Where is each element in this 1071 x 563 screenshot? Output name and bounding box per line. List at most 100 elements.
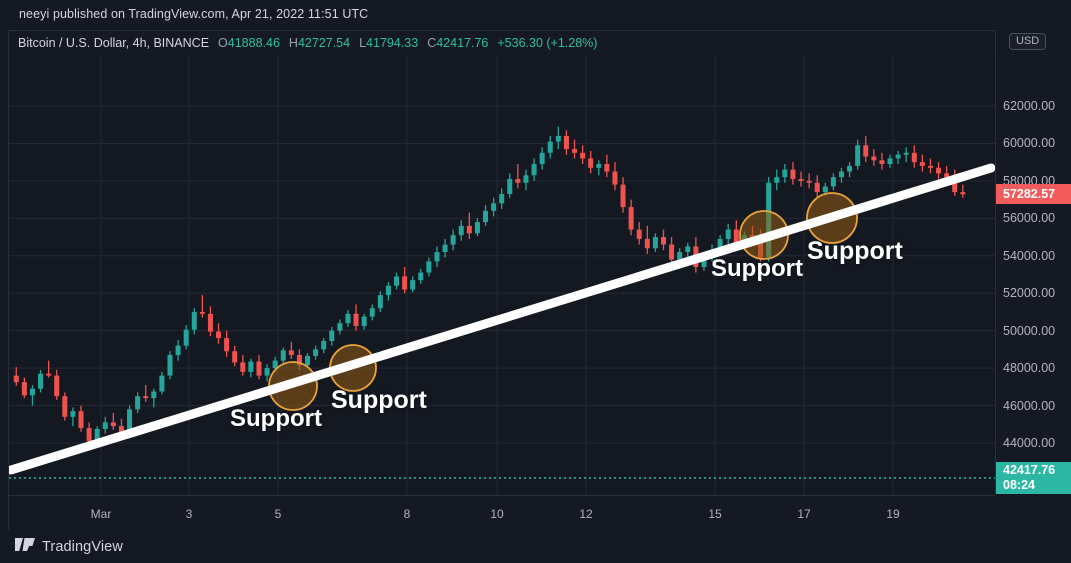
candlestick xyxy=(410,276,416,293)
last-price-badge: 57282.57 xyxy=(996,184,1071,205)
candlestick xyxy=(29,384,35,406)
candlestick xyxy=(127,405,133,438)
candlestick xyxy=(523,169,529,191)
price-tick: 48000.00 xyxy=(1003,361,1056,376)
candlestick xyxy=(483,205,489,226)
ohlc-open-value: 41888.46 xyxy=(227,36,280,50)
support-label-3: Support xyxy=(711,255,803,282)
candlestick xyxy=(871,149,877,166)
candlestick xyxy=(774,169,780,191)
symbol-label[interactable]: Bitcoin / U.S. Dollar, 4h, BINANCE xyxy=(18,36,210,50)
candlestick xyxy=(677,248,683,266)
candlestick xyxy=(644,225,650,254)
candlestick xyxy=(515,164,521,189)
candlestick xyxy=(911,145,917,168)
candlestick xyxy=(580,145,586,165)
footer-bar: TradingView xyxy=(0,530,1071,563)
chart-plot-area[interactable]: Support Support Support Support xyxy=(8,55,995,495)
candlestick xyxy=(927,158,933,174)
candlestick xyxy=(442,238,448,258)
close-price-value: 42417.76 xyxy=(1003,462,1056,477)
candlestick xyxy=(21,377,27,399)
ohlc-close-value: 42417.76 xyxy=(436,36,489,50)
candlestick xyxy=(94,426,100,446)
candlestick xyxy=(636,222,642,245)
candlestick xyxy=(337,319,343,335)
time-tick: 5 xyxy=(274,507,282,521)
candlestick-series xyxy=(13,126,966,446)
price-scale[interactable]: USD 62000.00 60000.00 58000.00 56000.00 5400… xyxy=(995,30,1071,495)
candlestick xyxy=(798,171,804,187)
candlestick xyxy=(110,413,116,430)
candlestick xyxy=(458,220,464,241)
candlestick xyxy=(402,267,408,294)
candlestick xyxy=(766,177,772,262)
candlestick xyxy=(418,268,424,284)
time-tick: 10 xyxy=(490,507,504,521)
candlestick xyxy=(499,188,505,209)
candlestick xyxy=(86,422,92,445)
candlestick xyxy=(863,135,869,163)
publisher-bar: neeyi published on TradingView.com, Apr … xyxy=(0,0,1071,27)
candlestick xyxy=(118,418,124,440)
candlestick xyxy=(38,369,44,393)
candlestick xyxy=(855,139,861,170)
candlestick xyxy=(151,388,157,408)
candlestick xyxy=(13,367,19,386)
price-tick: 60000.00 xyxy=(1003,136,1056,151)
candlestick xyxy=(191,308,197,335)
candlestick xyxy=(701,252,707,271)
candlestick xyxy=(62,392,68,421)
candlestick xyxy=(46,360,52,378)
support-label-1: Support xyxy=(230,405,322,432)
candlestick xyxy=(596,160,602,176)
candlestick xyxy=(296,349,302,370)
candlestick xyxy=(183,325,189,350)
price-tick: 50000.00 xyxy=(1003,323,1056,338)
candlestick xyxy=(288,341,294,359)
price-tick: 54000.00 xyxy=(1003,248,1056,263)
support-label-2: Support xyxy=(331,386,427,414)
candlestick xyxy=(474,218,480,237)
candlestick xyxy=(216,323,222,344)
candlestick xyxy=(394,272,400,290)
candlestick xyxy=(733,220,739,249)
tradingview-logo-icon xyxy=(15,537,35,556)
ohlc-low-value: 41794.33 xyxy=(366,36,419,50)
candlestick xyxy=(199,295,205,318)
candlestick xyxy=(143,384,149,402)
candlestick xyxy=(830,173,836,191)
candlestick xyxy=(345,310,351,327)
close-price-time: 08:24 xyxy=(1003,478,1035,492)
ohlc-low-key: L xyxy=(359,36,367,50)
chart-legend: Bitcoin / U.S. Dollar, 4h, BINANCE O 418… xyxy=(8,30,1071,55)
candlestick xyxy=(70,407,76,427)
candlestick xyxy=(952,169,958,196)
tradingview-brand-label: TradingView xyxy=(42,538,123,555)
candlestick xyxy=(224,330,230,357)
candlestick xyxy=(887,154,893,168)
candlestick xyxy=(369,304,375,321)
candlestick xyxy=(531,158,537,181)
candlestick xyxy=(725,223,731,245)
ohlc-close-key: C xyxy=(427,36,437,50)
ohlc-high-key: H xyxy=(288,36,298,50)
candlestick xyxy=(434,246,440,268)
candlestick xyxy=(838,167,844,183)
candlestick xyxy=(669,237,675,264)
candlestick xyxy=(822,182,828,196)
price-tick: 62000.00 xyxy=(1003,99,1056,113)
candlestick xyxy=(847,162,853,178)
candlestick xyxy=(628,199,634,236)
candlestick xyxy=(749,225,755,243)
candlestick xyxy=(232,345,238,367)
publisher-text: neeyi published on TradingView.com, Apr … xyxy=(19,6,369,21)
candlestick xyxy=(903,147,909,163)
time-tick: 3 xyxy=(185,507,193,521)
ohlc-high-value: 42727.54 xyxy=(297,36,351,50)
time-tick: 15 xyxy=(708,507,722,521)
time-tick: 19 xyxy=(886,507,900,521)
time-scale[interactable]: Mar 3 5 8 10 12 15 17 19 xyxy=(8,495,995,530)
candlestick xyxy=(944,165,950,183)
